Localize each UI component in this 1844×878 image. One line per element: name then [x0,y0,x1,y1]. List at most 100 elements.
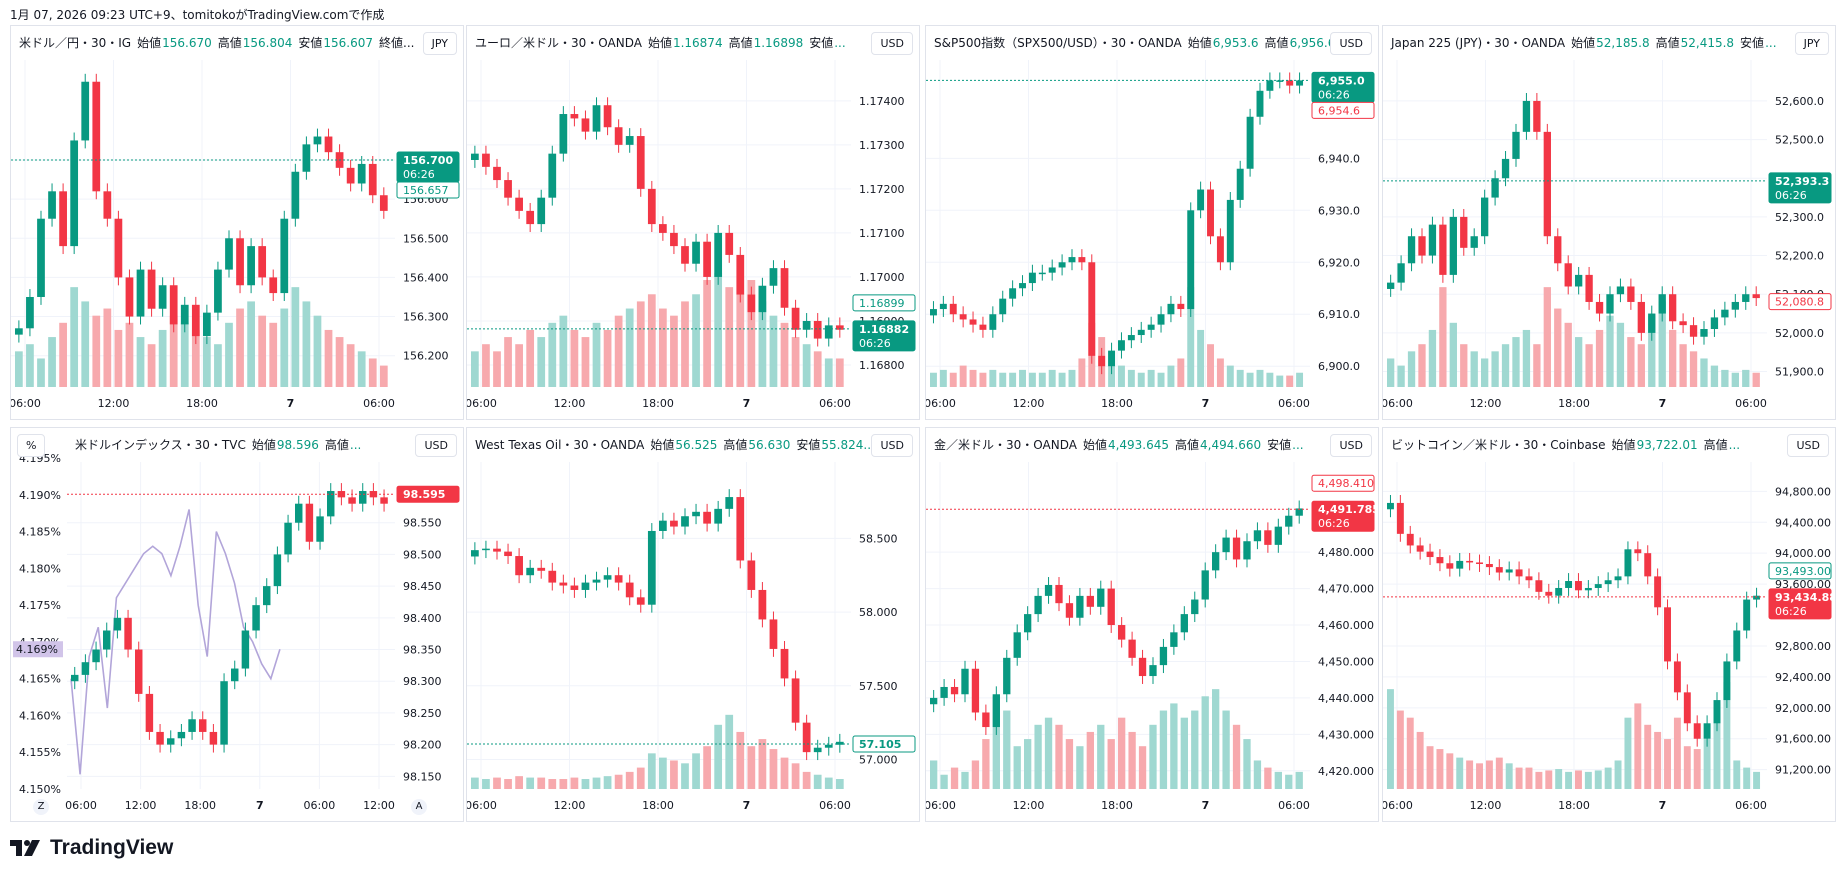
chart-legend: ビットコイン／米ドル・30・Coinbase 始値93,722.01 高値... [1391,436,1740,453]
symbol-title[interactable]: ユーロ／米ドル・30・OANDA [475,36,642,50]
candle-body [603,105,612,128]
symbol-title[interactable]: Japan 225 (JPY)・30・OANDA [1391,36,1566,50]
currency-badge[interactable]: USD [1787,434,1829,457]
high-label: 高値 [723,438,748,452]
volume-bar [692,294,700,387]
auto-scale-button[interactable]: A [411,799,427,815]
volume-bar [180,322,189,387]
volume-bar [169,315,178,387]
candle-body [791,678,800,723]
secondary-price-badge [1768,562,1832,580]
zoom-reset-button[interactable]: Z [33,799,49,815]
chart-panel[interactable]: Japan 225 (JPY)・30・OANDA 始値52,185.8 高値52,4… [1382,25,1836,420]
volume-bar [1742,369,1750,387]
currency-badge[interactable]: USD [1330,434,1372,457]
time-axis-label: 12:00 [1470,397,1502,410]
volume-bar [1180,717,1188,789]
volume-bar [1476,763,1483,789]
chart-panel[interactable]: ユーロ／米ドル・30・OANDA 始値1.16874 高値1.16898 安値... U… [466,25,920,420]
candle-body [209,731,218,745]
last-price-value: 98.595 [403,488,445,501]
volume-bar [992,696,1000,789]
volume-bar [1634,703,1642,789]
volume-bar [1501,344,1510,387]
low-value: ... [834,36,846,50]
tradingview-footer[interactable]: TradingView [10,836,173,860]
high-label: 高値 [324,438,349,452]
symbol-title[interactable]: 金／米ドル・30・OANDA [934,438,1077,452]
currency-badge[interactable]: JPY [1794,32,1829,55]
last-price-badge [1311,500,1375,532]
chart-canvas: 156.700156.600156.500156.400156.300156.2… [11,60,460,410]
candle-body [1048,267,1056,273]
currency-badge[interactable]: USD [871,32,913,55]
volume-bar [1485,760,1493,789]
price-axis-label: 93,600.00 [1775,578,1831,591]
candle-body [1295,508,1303,516]
price-axis-label: 4,440.000 [1318,692,1374,705]
symbol-title[interactable]: ビットコイン／米ドル・30・Coinbase [1391,438,1606,452]
chart-panel[interactable]: 米ドルインデックス・30・TVC 始値98.596 高値... USD% 98.550 9… [10,427,464,822]
chart-panel[interactable]: 金／米ドル・30・OANDA 始値4,493.645 高値4,494.660 安値..… [925,427,1379,822]
volume-bar [1554,308,1562,387]
chart-panel[interactable]: ビットコイン／米ドル・30・Coinbase 始値93,722.01 高値... US… [1382,427,1836,822]
chart-canvas: 6,940.0 6,930.0 6,920.0 6,910.0 6,900.0 06:00… [926,60,1375,410]
candle-body [1522,100,1531,132]
candle-body [1648,313,1656,333]
candle-body [835,741,844,745]
volume-bar [1743,767,1751,789]
chart-legend: S&P500指数（SPX500/USD）・30・OANDA 始値6,953.6 高値… [934,34,1347,51]
volume-bar [1723,682,1731,789]
symbol-title[interactable]: S&P500指数（SPX500/USD）・30・OANDA [934,36,1182,50]
currency-badge[interactable]: JPY [422,32,457,55]
candle-body [1743,599,1751,631]
volume-bar [1604,767,1612,789]
volume-bar [1397,365,1405,387]
candle-body [681,246,689,264]
volume-bar [1157,372,1165,387]
yield-axis-label: 4.155% [19,746,61,759]
candle-body [813,747,822,753]
candle-body [258,246,267,278]
candle-body [369,491,378,498]
open-label: 始値 [137,36,162,50]
candle-body [37,218,45,297]
currency-badge[interactable]: USD [871,434,913,457]
currency-badge[interactable]: USD [415,434,457,457]
candle-body [26,296,34,329]
candle-body [581,118,590,132]
candle-body [316,516,324,542]
chart-legend: 金／米ドル・30・OANDA 始値4,493.645 高値4,494.660 安値..… [934,436,1304,453]
volume-bar [15,351,23,387]
symbol-title[interactable]: 米ドル／円・30・IG [19,36,132,50]
candle-body [537,567,546,571]
chart-panel[interactable]: 米ドル／円・30・IG 始値156.670 高値156.804 安値156.607 終値… [10,25,464,420]
candle-body [167,738,175,745]
price-axis-label: 98.500 [403,548,442,561]
chart-panel[interactable]: West Texas Oil・30・OANDA 始値56.525 高値56.630 安… [466,427,920,822]
currency-badge[interactable]: USD [1330,32,1372,55]
price-axis-label: 156.500 [403,232,449,245]
price-axis-label: 1.17200 [859,183,905,196]
open-label: 始値 [1187,36,1212,50]
candle-body [526,210,535,225]
volume-bar [1436,749,1444,789]
percent-scale-badge[interactable]: % [17,434,46,457]
candle-body [1545,591,1553,596]
secondary-price-value: 4,498.410 [1318,477,1374,490]
volume-bar [1212,689,1220,789]
candle-body [1246,116,1254,169]
candle-body [692,511,700,517]
candle-body [1460,216,1468,248]
candle-body [191,304,200,337]
candle-body [346,167,355,184]
candle-body [769,619,778,649]
symbol-title[interactable]: 米ドルインデックス・30・TVC [75,438,246,452]
volume-bar [214,344,222,387]
volume-bar [1481,358,1489,387]
volume-bar [1107,739,1115,789]
chart-panel[interactable]: S&P500指数（SPX500/USD）・30・OANDA 始値6,953.6 高値… [925,25,1379,420]
price-axis-label: 1.17300 [859,139,905,152]
symbol-title[interactable]: West Texas Oil・30・OANDA [475,438,645,452]
candle-body [659,520,667,531]
